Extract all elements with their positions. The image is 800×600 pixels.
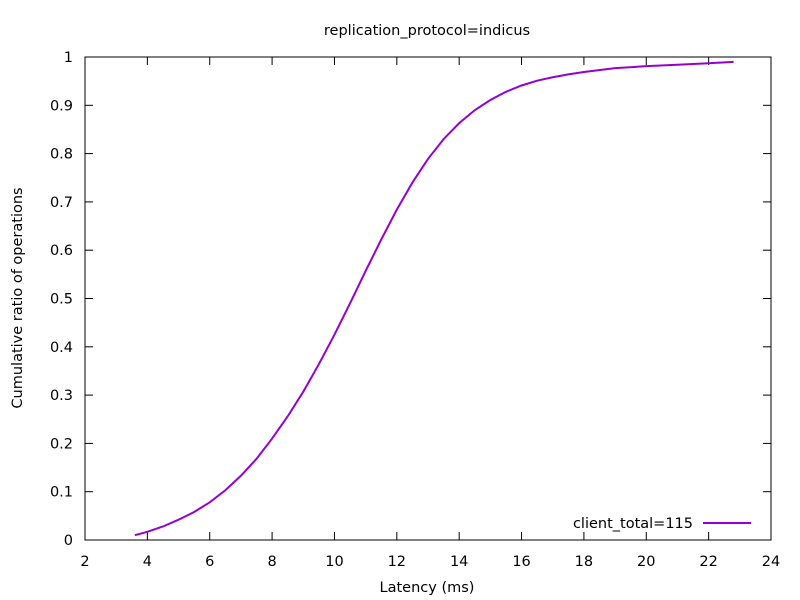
y-tick-label: 1: [64, 50, 73, 66]
y-tick-label: 0.7: [50, 195, 73, 211]
y-tick-label: 0.6: [50, 243, 73, 259]
y-axis-label: Cumulative ratio of operations: [10, 187, 26, 408]
x-axis-label: Latency (ms): [380, 580, 475, 596]
x-tick-label: 16: [512, 554, 530, 570]
x-tick-label: 6: [205, 554, 214, 570]
y-tick-label: 0.4: [50, 340, 73, 356]
y-tick-label: 0.9: [50, 98, 73, 114]
x-tick-label: 2: [80, 554, 89, 570]
x-tick-label: 22: [699, 554, 717, 570]
x-tick-label: 20: [637, 554, 655, 570]
y-axis: 0 0.1 0.2 0.3 0.4 0.5 0.6 0.7 0.8 0.9 1: [50, 50, 771, 549]
y-tick-label: 0.1: [50, 485, 73, 501]
series-line-client-total: [134, 60, 734, 537]
y-tick-label: 0.2: [50, 436, 73, 452]
y-tick-label: 0.8: [50, 147, 73, 163]
y-tick-label: 0.5: [50, 292, 73, 308]
x-tick-label: 10: [325, 554, 343, 570]
x-tick-label: 4: [143, 554, 152, 570]
x-tick-label: 18: [575, 554, 593, 570]
chart-title: replication_protocol=indicus: [324, 23, 530, 39]
x-tick-label: 12: [388, 554, 406, 570]
x-tick-label: 24: [762, 554, 780, 570]
x-axis: 2 4 6 8 10 12 14 16 18 20 22 24: [80, 57, 780, 570]
y-tick-label: 0: [64, 533, 73, 549]
plot-area-border: [84, 56, 772, 541]
y-tick-label: 0.3: [50, 388, 73, 404]
legend-label: client_total=115: [573, 516, 693, 532]
x-tick-label: 14: [450, 554, 468, 570]
x-tick-label: 8: [267, 554, 276, 570]
legend: client_total=115: [573, 516, 751, 532]
